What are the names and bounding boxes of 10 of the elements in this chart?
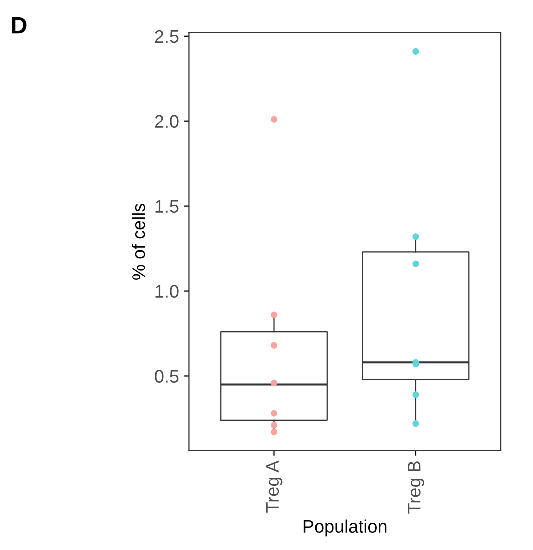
- text: D: [12, 17, 27, 34]
- x-tick-label: Treg A: [266, 460, 283, 513]
- y-axis-title: % of cells: [132, 204, 146, 280]
- y-tick-label: 1.0: [156, 285, 179, 298]
- y-tick-label: 2.5: [155, 30, 179, 44]
- x-tick-label: Treg B: [408, 462, 424, 514]
- y-tick-label: 0.5: [155, 370, 179, 383]
- y-tick-label: 2.0: [155, 115, 179, 128]
- x-axis-title: Population: [304, 520, 387, 537]
- y-tick-label: 1.5: [156, 200, 179, 214]
